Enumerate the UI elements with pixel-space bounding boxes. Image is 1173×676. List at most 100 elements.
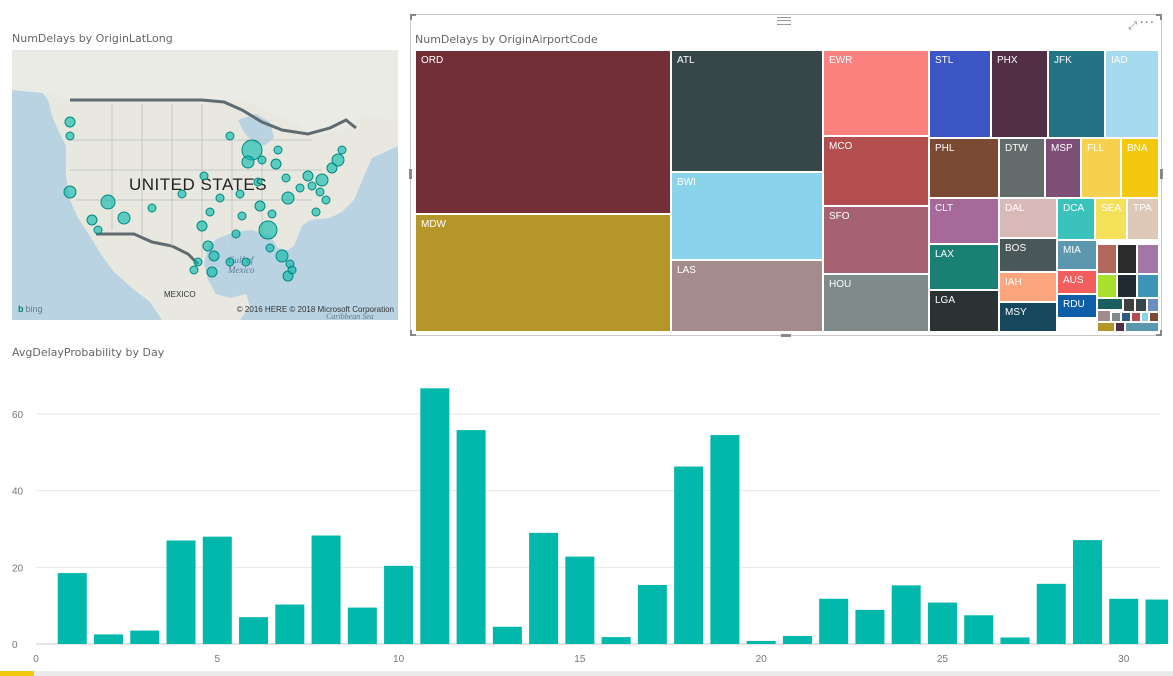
treemap-tile-aus[interactable]: AUS — [1057, 270, 1097, 294]
map-bubble[interactable] — [241, 257, 251, 267]
treemap-tile-atl[interactable]: ATL — [671, 50, 823, 172]
map-bubble[interactable] — [206, 266, 218, 278]
map-bubble[interactable] — [199, 171, 209, 181]
map-bubble[interactable] — [295, 183, 305, 193]
resize-handle-bl[interactable] — [410, 334, 416, 336]
treemap-tile-hou[interactable]: HOU — [823, 274, 929, 332]
resize-handle-tl[interactable] — [410, 14, 416, 16]
bar-day-14[interactable] — [529, 532, 559, 644]
bar-day-12[interactable] — [456, 430, 486, 644]
treemap-tile-mdw[interactable]: MDW — [415, 214, 671, 332]
treemap-tile-small[interactable] — [1097, 298, 1123, 310]
more-options-icon[interactable]: ··· — [1139, 16, 1155, 31]
treemap-tile-dal[interactable]: DAL — [999, 198, 1057, 238]
bar-chart-visual[interactable]: AvgDelayProbability by Day 0 20 40 60 0 5 10 15… — [8, 342, 1168, 672]
bar-day-4[interactable] — [166, 540, 196, 645]
treemap-tile-phx[interactable]: PHX — [991, 50, 1048, 138]
map-bubble[interactable] — [258, 220, 278, 240]
treemap-tile-msy[interactable]: MSY — [999, 302, 1057, 332]
treemap-tile-clt[interactable]: CLT — [929, 198, 999, 244]
map-bubble[interactable] — [257, 155, 267, 165]
treemap-tile-dtw[interactable]: DTW — [999, 138, 1045, 198]
bar-day-30[interactable] — [1109, 598, 1139, 644]
resize-handle-bottom[interactable] — [781, 334, 791, 337]
treemap-tile-dca[interactable]: DCA — [1057, 198, 1095, 240]
treemap-tile-jfk[interactable]: JFK — [1048, 50, 1105, 138]
bar-day-13[interactable] — [492, 626, 522, 644]
bar-day-23[interactable] — [855, 609, 885, 644]
bar-day-16[interactable] — [601, 637, 631, 644]
bar-day-7[interactable] — [275, 604, 305, 644]
map-bubble[interactable] — [100, 194, 116, 210]
map-bubble[interactable] — [225, 257, 235, 267]
treemap-tile-small[interactable] — [1149, 312, 1159, 322]
treemap-tile-ord[interactable]: ORD — [415, 50, 671, 214]
map-bubble[interactable] — [235, 189, 245, 199]
resize-handle-tl-v[interactable] — [410, 14, 412, 20]
resize-handle-left[interactable] — [409, 169, 412, 179]
map-bubble[interactable] — [281, 173, 291, 183]
map-bubble[interactable] — [287, 265, 297, 275]
map-bubble[interactable] — [265, 243, 275, 253]
map-bubble[interactable] — [147, 203, 157, 213]
bar-day-20[interactable] — [746, 640, 776, 644]
treemap-tile-tpa[interactable]: TPA — [1127, 198, 1159, 240]
treemap-tile-small[interactable] — [1123, 298, 1135, 312]
treemap-tile-ewr[interactable]: EWR — [823, 50, 929, 136]
treemap-tile-lax[interactable]: LAX — [929, 244, 999, 290]
map-bubble[interactable] — [63, 185, 77, 199]
bar-day-2[interactable] — [94, 634, 124, 644]
resize-handle-bl-v[interactable] — [410, 330, 412, 336]
bar-day-31[interactable] — [1145, 599, 1168, 644]
treemap-tile-small[interactable] — [1137, 244, 1159, 274]
treemap-tile-las[interactable]: LAS — [671, 260, 823, 332]
treemap-tile-small[interactable] — [1097, 274, 1117, 298]
bar-day-19[interactable] — [710, 435, 740, 644]
map-bubble[interactable] — [237, 211, 247, 221]
map-bubble[interactable] — [307, 181, 317, 191]
treemap-tile-stl[interactable]: STL — [929, 50, 991, 138]
map-bubble[interactable] — [241, 155, 255, 169]
map-bubble[interactable] — [273, 145, 283, 155]
bar-day-18[interactable] — [674, 466, 704, 644]
map-bubble[interactable] — [302, 170, 314, 182]
bar-day-25[interactable] — [927, 602, 957, 644]
map-bubble[interactable] — [208, 250, 220, 262]
bar-day-24[interactable] — [891, 585, 921, 644]
treemap-tile-small[interactable] — [1125, 322, 1159, 332]
bar-day-9[interactable] — [347, 607, 377, 644]
map-bubble[interactable] — [202, 240, 214, 252]
treemap-tile-bwi[interactable]: BWI — [671, 172, 823, 260]
treemap-tile-small[interactable] — [1141, 312, 1149, 322]
treemap-tile-small[interactable] — [1097, 244, 1117, 274]
map-bubble[interactable] — [253, 177, 263, 187]
map-bubble[interactable] — [326, 162, 338, 174]
map-bubble[interactable] — [311, 207, 321, 217]
map-bubble[interactable] — [196, 220, 208, 232]
bar-day-5[interactable] — [202, 536, 232, 644]
bar-day-8[interactable] — [311, 535, 341, 644]
treemap-tile-small[interactable] — [1147, 298, 1159, 312]
treemap-tile-mia[interactable]: MIA — [1057, 240, 1097, 270]
map-bubble[interactable] — [315, 187, 325, 197]
bar-day-17[interactable] — [637, 584, 667, 644]
bar-day-27[interactable] — [1000, 637, 1030, 644]
treemap-tile-sea[interactable]: SEA — [1095, 198, 1127, 240]
treemap-tile-small[interactable] — [1097, 310, 1111, 322]
map-bubble[interactable] — [225, 131, 235, 141]
treemap-tile-bna[interactable]: BNA — [1121, 138, 1159, 198]
map-bubble[interactable] — [93, 225, 103, 235]
map-bubble[interactable] — [281, 191, 295, 205]
resize-handle-tr[interactable] — [1156, 14, 1162, 16]
treemap-tile-lga[interactable]: LGA — [929, 290, 999, 332]
treemap-tile-phl[interactable]: PHL — [929, 138, 999, 198]
resize-handle-right[interactable] — [1160, 169, 1163, 179]
treemap-visual[interactable]: ⤢ ··· NumDelays by OriginAirportCode ORD… — [409, 14, 1163, 337]
resize-handle-br[interactable] — [1156, 334, 1162, 336]
bar-day-11[interactable] — [420, 388, 450, 644]
map-bubble[interactable] — [331, 153, 345, 167]
bar-day-15[interactable] — [565, 556, 595, 644]
map-bubble[interactable] — [231, 229, 241, 239]
treemap-tile-rdu[interactable]: RDU — [1057, 294, 1097, 318]
treemap-tile-small[interactable] — [1111, 312, 1121, 322]
